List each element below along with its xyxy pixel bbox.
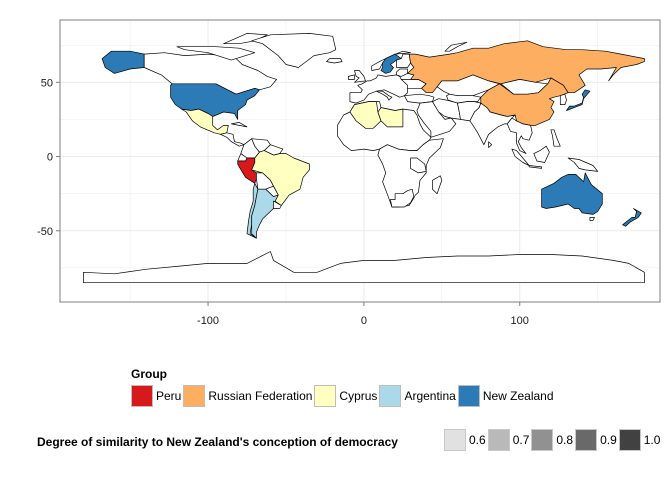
legend-label: Russian Federation (208, 389, 313, 403)
country-mexico (181, 108, 229, 135)
legend-label: 1.0 (643, 433, 661, 447)
country-alaska (101, 50, 145, 74)
alpha-legend-item: 0.9 (575, 429, 619, 451)
group-legend-item: New Zealand (457, 385, 556, 407)
alpha-legend-title: Degree of similarity to New Zealand's co… (37, 435, 398, 449)
country-sri-lanka (488, 141, 493, 148)
legend-swatch (131, 385, 153, 407)
legend-label: Argentina (404, 389, 456, 403)
country-greenland (251, 33, 337, 68)
country-norway (371, 50, 411, 71)
alpha-legend-item: 1.0 (618, 429, 663, 451)
country-india (469, 102, 516, 146)
legend-swatch (575, 429, 598, 451)
legend-swatch (444, 429, 466, 451)
group-legend-title: Group (131, 367, 167, 381)
country-new-guinea (567, 157, 599, 172)
country-argentina (251, 188, 279, 239)
panel-border (59, 19, 661, 303)
country-philippines (550, 129, 561, 147)
legend-swatch (531, 429, 554, 451)
legend-swatch (183, 385, 206, 407)
country-uk (354, 70, 366, 83)
y-tick-label: 50 (41, 77, 53, 89)
country-libya (377, 107, 404, 128)
legend-label: Peru (156, 389, 182, 403)
y-tick-label: 0 (47, 152, 53, 164)
country-australia (541, 172, 603, 215)
legend-swatch (487, 429, 510, 451)
group-legend-item: Cyprus (314, 385, 379, 407)
country-korea (559, 93, 567, 105)
country-se-asia (506, 117, 533, 154)
x-tick-label: 100 (511, 315, 529, 327)
country-baltics (396, 68, 408, 77)
legend-swatch (457, 385, 480, 407)
legend-label: 0.6 (469, 433, 486, 447)
country-central-south-africa (377, 138, 444, 208)
country-sumatra (511, 148, 530, 166)
country-ireland (347, 74, 355, 80)
country-java (528, 165, 542, 169)
legend-swatch (618, 429, 641, 451)
legend-label: Cyprus (339, 389, 378, 403)
y-tick-label: -50 (37, 226, 53, 238)
country-madagascar (432, 175, 443, 195)
country-borneo (533, 145, 550, 163)
country-central-america (220, 132, 245, 147)
country-canadian-arctic (176, 46, 256, 61)
alpha-legend-item: 0.6 (444, 429, 488, 451)
country-layer (83, 33, 645, 284)
country-south-africa (390, 188, 415, 208)
legend-swatch (314, 385, 337, 407)
country-finland (396, 53, 411, 68)
legend-label: 0.7 (512, 433, 530, 447)
axis-ticks: -100 0 100 50 0 -50 (37, 77, 529, 327)
alpha-legend-item: 0.7 (487, 429, 532, 451)
country-tasmania (589, 217, 595, 221)
group-legend-item: Peru (131, 385, 183, 407)
country-antarctica (83, 251, 645, 284)
country-cuba (231, 122, 248, 128)
country-new-zealand (622, 208, 642, 227)
legend-label: New Zealand (482, 389, 554, 403)
legend-label: 0.8 (556, 433, 574, 447)
country-novaya-zemlya (444, 41, 468, 52)
country-turkey (404, 93, 435, 104)
x-tick-label: 0 (361, 315, 367, 327)
country-japan (566, 89, 591, 111)
legend-label: 0.9 (600, 433, 617, 447)
country-iceland (326, 58, 343, 64)
country-italy (376, 90, 393, 101)
x-tick-label: -100 (197, 315, 219, 327)
group-legend-item: Russian Federation (183, 385, 314, 407)
country-tanzania (410, 157, 427, 174)
alpha-legend: 0.6 0.7 0.8 0.9 1.0 (444, 429, 662, 451)
legend-swatch (379, 385, 402, 407)
group-legend: Peru Russian Federation Cyprus Argentina New… (131, 385, 556, 407)
country-middle-east (416, 101, 457, 138)
country-uruguay (273, 200, 282, 209)
group-legend-item: Argentina (379, 385, 457, 407)
alpha-legend-item: 0.8 (531, 429, 575, 451)
